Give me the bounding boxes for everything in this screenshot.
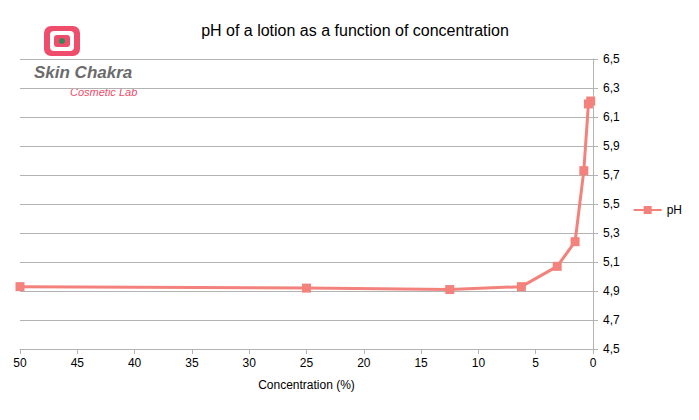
svg-text:Concentration (%): Concentration (%): [258, 378, 355, 392]
svg-text:6,3: 6,3: [603, 81, 620, 95]
svg-text:15: 15: [414, 356, 428, 370]
svg-text:35: 35: [185, 356, 199, 370]
svg-text:5,7: 5,7: [603, 168, 620, 182]
svg-text:30: 30: [243, 356, 257, 370]
svg-text:5,3: 5,3: [603, 226, 620, 240]
svg-text:4,5: 4,5: [603, 342, 620, 356]
svg-text:25: 25: [300, 356, 314, 370]
svg-text:50: 50: [13, 356, 27, 370]
svg-text:45: 45: [71, 356, 85, 370]
svg-text:40: 40: [128, 356, 142, 370]
svg-text:5: 5: [532, 356, 539, 370]
svg-text:6,1: 6,1: [603, 110, 620, 124]
svg-text:6,5: 6,5: [603, 52, 620, 66]
svg-text:0: 0: [590, 356, 597, 370]
svg-text:5,5: 5,5: [603, 197, 620, 211]
svg-text:5,9: 5,9: [603, 139, 620, 153]
svg-text:Skin Chakra: Skin Chakra: [34, 63, 132, 82]
svg-text:10: 10: [472, 356, 486, 370]
svg-text:pH: pH: [667, 203, 682, 217]
svg-text:pH of a lotion as a function o: pH of a lotion as a function of concentr…: [201, 22, 509, 39]
svg-text:4,9: 4,9: [603, 284, 620, 298]
svg-text:5,1: 5,1: [603, 255, 620, 269]
svg-text:4,7: 4,7: [603, 313, 620, 327]
svg-text:20: 20: [357, 356, 371, 370]
svg-text:Cosmetic Lab: Cosmetic Lab: [70, 86, 137, 98]
